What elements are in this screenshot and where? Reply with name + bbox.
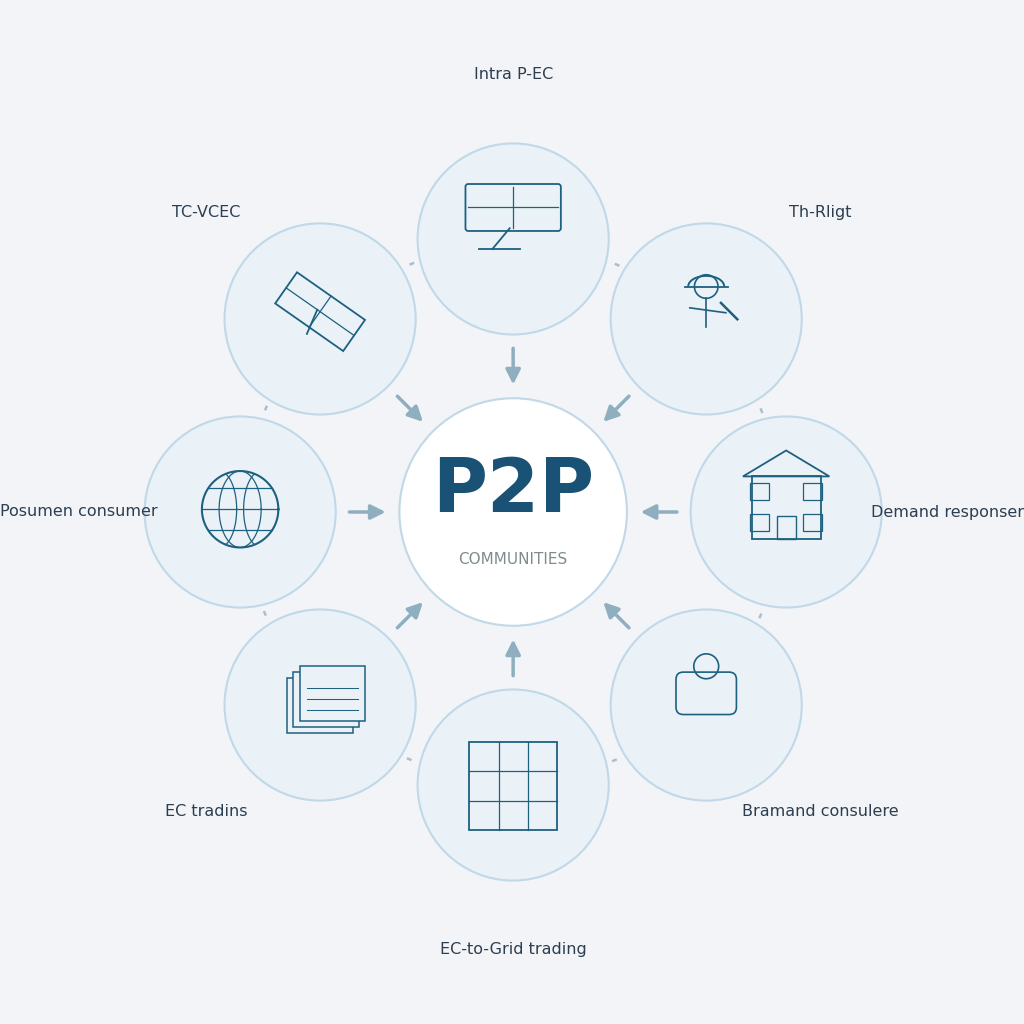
Text: TC-VCEC: TC-VCEC bbox=[172, 205, 241, 220]
Text: Intra P-EC: Intra P-EC bbox=[473, 67, 553, 82]
Text: EC-to-Grid trading: EC-to-Grid trading bbox=[439, 942, 587, 957]
Circle shape bbox=[610, 223, 802, 415]
FancyBboxPatch shape bbox=[288, 678, 353, 733]
Text: P2P: P2P bbox=[432, 456, 594, 528]
FancyBboxPatch shape bbox=[300, 666, 366, 721]
Circle shape bbox=[418, 689, 608, 881]
Text: Posumen consumer: Posumen consumer bbox=[0, 505, 158, 519]
Circle shape bbox=[224, 609, 416, 801]
Text: Demand responser: Demand responser bbox=[870, 505, 1024, 519]
FancyBboxPatch shape bbox=[294, 672, 359, 727]
Circle shape bbox=[690, 417, 882, 607]
Circle shape bbox=[418, 143, 608, 335]
Circle shape bbox=[610, 609, 802, 801]
Circle shape bbox=[144, 417, 336, 607]
Circle shape bbox=[224, 223, 416, 415]
Text: COMMUNITIES: COMMUNITIES bbox=[459, 552, 567, 567]
Text: EC tradins: EC tradins bbox=[165, 804, 248, 819]
Circle shape bbox=[399, 398, 627, 626]
Text: Th-Rligt: Th-Rligt bbox=[788, 205, 851, 220]
Text: Bramand consulere: Bramand consulere bbox=[741, 804, 898, 819]
